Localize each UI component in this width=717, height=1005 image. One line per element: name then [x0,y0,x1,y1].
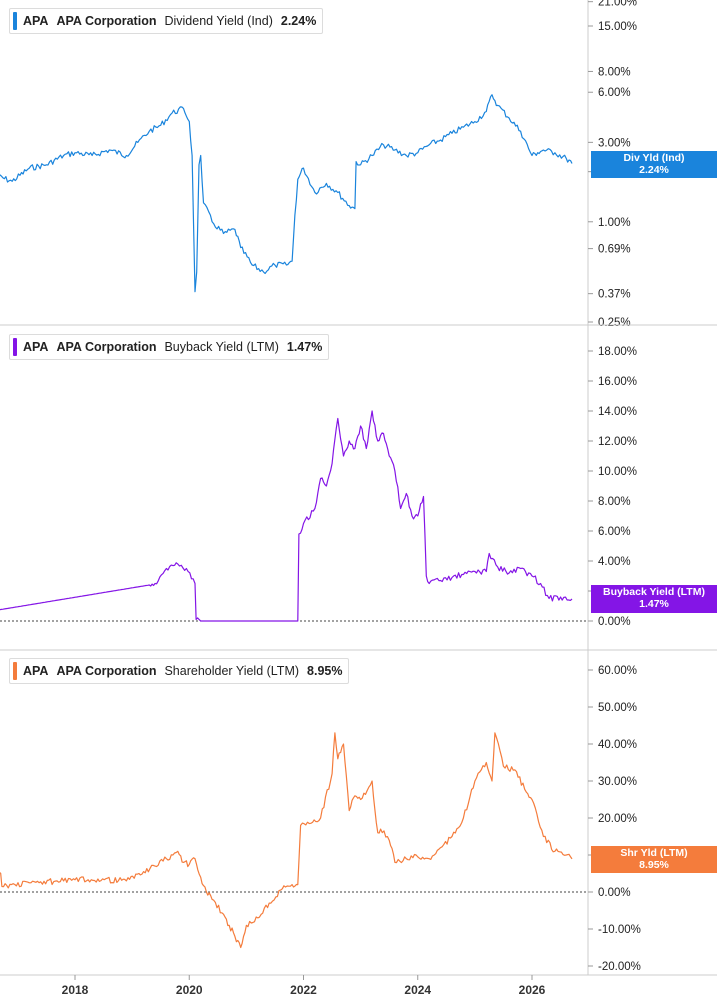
y-tick-label: 0.25% [598,317,631,329]
series-color-swatch [13,338,17,356]
x-tick-label: 2020 [176,983,203,997]
y-tick-label: 0.00% [598,887,631,899]
series-line-dividend [0,94,573,293]
y-tick-label: -20.00% [598,961,641,973]
y-tick-label: 3.00% [598,137,631,149]
legend-value: 8.95% [307,664,343,678]
y-tick-label: 21.00% [598,0,637,9]
tag-value: 2.24% [639,164,669,176]
x-tick-label: 2018 [62,983,89,997]
panel-buyback: 18.00% 16.00% 14.00% 12.00% 10.00% 8.00% 6.00%… [0,324,717,628]
y-tick-label: 40.00% [598,739,637,751]
panel-shareholder: 60.00%50.00%40.00%30.00%20.00%10.00%0.00… [0,649,717,973]
x-tick-label: 2026 [519,983,546,997]
tag-label: Div Yld (Ind) [623,152,685,164]
legend-ticker: APA [23,664,49,678]
legend-ticker: APA [23,14,49,28]
y-tick-label: 60.00% [598,665,637,677]
y-tick-label: 8.00% [598,66,631,78]
last-value-tag-buyback: Buyback Yield (LTM) 1.47% [591,585,717,613]
y-tick-label: 30.00% [598,776,637,788]
legend-dividend-yield[interactable]: APA APA Corporation Dividend Yield (Ind)… [9,8,324,34]
y-tick-label: 0.69% [598,244,631,256]
y-tick-label: 6.00% [598,87,631,99]
legend-value: 2.24% [280,14,317,28]
y-tick-label: 10.00% [598,466,637,478]
last-value-tag-dividend: Div Yld (Ind) 2.24% [591,151,717,178]
legend-metric: Shareholder Yield (LTM) [164,664,300,678]
tag-label: Shr Yld (LTM) [620,847,688,859]
legend-shareholder-yield[interactable]: APA APA Corporation Shareholder Yield (L… [9,658,350,684]
y-tick-label: 14.00% [598,406,637,418]
legend-buyback-yield[interactable]: APA APA Corporation Buyback Yield (LTM) … [9,334,330,360]
y-tick-label: 6.00% [598,526,631,538]
series-color-swatch [13,12,17,30]
legend-metric: Buyback Yield (LTM) [164,340,279,354]
y-tick-label: 0.00% [598,616,631,628]
y-tick-label: 50.00% [598,702,637,714]
legend-value: 1.47% [286,340,323,354]
series-line-shareholder [0,732,573,949]
y-tick-label: 1.00% [598,217,631,229]
tag-value: 8.95% [639,859,669,871]
legend-company: APA Corporation [56,340,157,354]
y-tick-label: 8.00% [598,496,631,508]
y-tick-label: 12.00% [598,436,637,448]
y-tick-label: 15.00% [598,21,637,33]
series-line-buyback [0,410,573,622]
y-tick-label: 0.37% [598,289,631,301]
x-tick-label: 2022 [290,983,317,997]
last-value-tag-shareholder: Shr Yld (LTM) 8.95% [591,846,717,873]
y-tick-label: 16.00% [598,376,637,388]
y-tick-label: 18.00% [598,346,637,358]
series-color-swatch [13,662,17,680]
y-tick-label: 20.00% [598,813,637,825]
legend-ticker: APA [23,340,49,354]
y-tick-label: -10.00% [598,924,641,936]
x-tick-label: 2024 [404,983,431,997]
tag-value: 1.47% [639,598,669,610]
legend-company: APA Corporation [56,14,157,28]
tag-label: Buyback Yield (LTM) [603,586,705,598]
legend-company: APA Corporation [56,664,157,678]
y-tick-label: 4.00% [598,556,631,568]
panel-dividend: 21.00%15.00%8.00%6.00%3.00%2.00%1.00%0.6… [0,0,637,329]
legend-metric: Dividend Yield (Ind) [164,14,273,28]
